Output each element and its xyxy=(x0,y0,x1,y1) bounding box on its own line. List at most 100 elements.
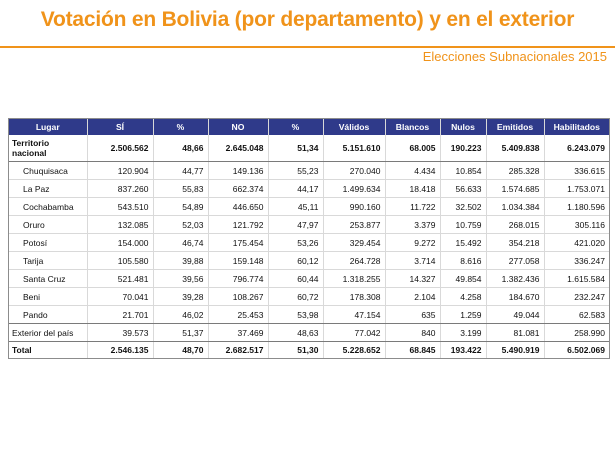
table-cell: 159.148 xyxy=(208,251,269,270)
table-row: Chuquisaca 120.904 44,77 149.136 55,23 270.04… xyxy=(9,161,609,180)
table-cell: 60,72 xyxy=(268,287,324,306)
table-row: Pando 21.701 46,02 25.453 53,98 47.154 635 1.25… xyxy=(9,305,609,324)
table-cell: 336.247 xyxy=(544,251,609,270)
results-table-container: Lugar SÍ % NO % Válidos Blancos Nulos Em… xyxy=(8,118,610,359)
table-cell: 285.328 xyxy=(486,161,545,180)
table-cell: 521.481 xyxy=(87,269,154,288)
table-cell: 446.650 xyxy=(208,197,269,216)
table-cell: 51,34 xyxy=(268,135,324,162)
table-cell: 25.453 xyxy=(208,305,269,324)
column-header-nulos: Nulos xyxy=(440,119,487,135)
table-cell: Oruro xyxy=(9,215,88,234)
table-cell: 4.258 xyxy=(440,287,487,306)
department-rows: Chuquisaca 120.904 44,77 149.136 55,23 270.04… xyxy=(9,161,609,324)
table-cell: 268.015 xyxy=(486,215,545,234)
table-cell: Cochabamba xyxy=(9,197,88,216)
table-cell: 52,03 xyxy=(153,215,209,234)
table-cell: 264.728 xyxy=(323,251,386,270)
table-cell: 184.670 xyxy=(486,287,545,306)
table-cell: Exterior del país xyxy=(9,323,88,342)
table-cell: 68.845 xyxy=(385,341,441,358)
table-cell: 178.308 xyxy=(323,287,386,306)
table-cell: 39,28 xyxy=(153,287,209,306)
table-cell: 149.136 xyxy=(208,161,269,180)
table-row: Oruro 132.085 52,03 121.792 47,97 253.877 3.37… xyxy=(9,215,609,234)
table-cell: 796.774 xyxy=(208,269,269,288)
table-cell: Tarija xyxy=(9,251,88,270)
table-cell: 60,44 xyxy=(268,269,324,288)
table-cell: 55,23 xyxy=(268,161,324,180)
column-header-si-percent: % xyxy=(153,119,209,135)
table-cell: 1.753.071 xyxy=(544,179,609,198)
table-cell: 154.000 xyxy=(87,233,154,252)
table-cell: 336.615 xyxy=(544,161,609,180)
table-cell: 1.259 xyxy=(440,305,487,324)
table-cell: 1.382.436 xyxy=(486,269,545,288)
table-cell: 121.792 xyxy=(208,215,269,234)
table-cell: 81.081 xyxy=(486,323,545,342)
table-cell: Chuquisaca xyxy=(9,161,88,180)
header-divider xyxy=(0,46,615,48)
table-cell: 56.633 xyxy=(440,179,487,198)
table-cell: 18.418 xyxy=(385,179,441,198)
table-cell: 232.247 xyxy=(544,287,609,306)
table-cell: 47.154 xyxy=(323,305,386,324)
table-cell: 47,97 xyxy=(268,215,324,234)
table-cell: 2.506.562 xyxy=(87,135,154,162)
table-cell: 6.243.079 xyxy=(544,135,609,162)
table-cell: 132.085 xyxy=(87,215,154,234)
table-row: Cochabamba 543.510 54,89 446.650 45,11 990.16… xyxy=(9,197,609,216)
page-subtitle: Elecciones Subnacionales 2015 xyxy=(422,49,607,64)
table-cell: Santa Cruz xyxy=(9,269,88,288)
table-cell: 46,74 xyxy=(153,233,209,252)
table-cell: 54,89 xyxy=(153,197,209,216)
column-header-no: NO xyxy=(208,119,269,135)
table-cell: 1.615.584 xyxy=(544,269,609,288)
table-cell: 62.583 xyxy=(544,305,609,324)
column-header-si: SÍ xyxy=(87,119,154,135)
table-cell: 635 xyxy=(385,305,441,324)
table-cell: 68.005 xyxy=(385,135,441,162)
table-cell: 44,17 xyxy=(268,179,324,198)
column-header-lugar: Lugar xyxy=(9,119,88,135)
table-row: La Paz 837.260 55,83 662.374 44,17 1.499.634 1… xyxy=(9,179,609,198)
table-cell: 14.327 xyxy=(385,269,441,288)
table-cell: 49.044 xyxy=(486,305,545,324)
table-row: Santa Cruz 521.481 39,56 796.774 60,44 1.318.… xyxy=(9,269,609,288)
table-cell: 120.904 xyxy=(87,161,154,180)
table-cell: 55,83 xyxy=(153,179,209,198)
table-cell: 421.020 xyxy=(544,233,609,252)
table-cell: 21.701 xyxy=(87,305,154,324)
column-header-habilitados: Habilitados xyxy=(544,119,609,135)
table-cell: 48,63 xyxy=(268,323,324,342)
table-cell: 49.854 xyxy=(440,269,487,288)
table-cell: 253.877 xyxy=(323,215,386,234)
table-cell: 53,98 xyxy=(268,305,324,324)
table-cell: 45,11 xyxy=(268,197,324,216)
table-cell: 39,56 xyxy=(153,269,209,288)
table-cell: 3.199 xyxy=(440,323,487,342)
table-cell: Potosí xyxy=(9,233,88,252)
column-header-blancos: Blancos xyxy=(385,119,441,135)
table-row-exterior: Exterior del país 39.573 51,37 37.469 48… xyxy=(9,323,609,342)
table-cell: 5.490.919 xyxy=(486,341,545,358)
table-cell: La Paz xyxy=(9,179,88,198)
table-cell: 48,70 xyxy=(153,341,209,358)
column-header-emitidos: Emitidos xyxy=(486,119,545,135)
table-cell: 2.682.517 xyxy=(208,341,269,358)
table-cell: 53,26 xyxy=(268,233,324,252)
table-cell: 15.492 xyxy=(440,233,487,252)
table-cell: 70.041 xyxy=(87,287,154,306)
table-cell: Total xyxy=(9,341,88,358)
table-cell: 48,66 xyxy=(153,135,209,162)
table-cell: 4.434 xyxy=(385,161,441,180)
table-cell: 190.223 xyxy=(440,135,487,162)
table-cell: 37.469 xyxy=(208,323,269,342)
table-cell: Pando xyxy=(9,305,88,324)
table-cell: 662.374 xyxy=(208,179,269,198)
table-cell: 354.218 xyxy=(486,233,545,252)
table-cell: 32.502 xyxy=(440,197,487,216)
table-cell: 1.034.384 xyxy=(486,197,545,216)
table-cell: 105.580 xyxy=(87,251,154,270)
table-cell: 305.116 xyxy=(544,215,609,234)
